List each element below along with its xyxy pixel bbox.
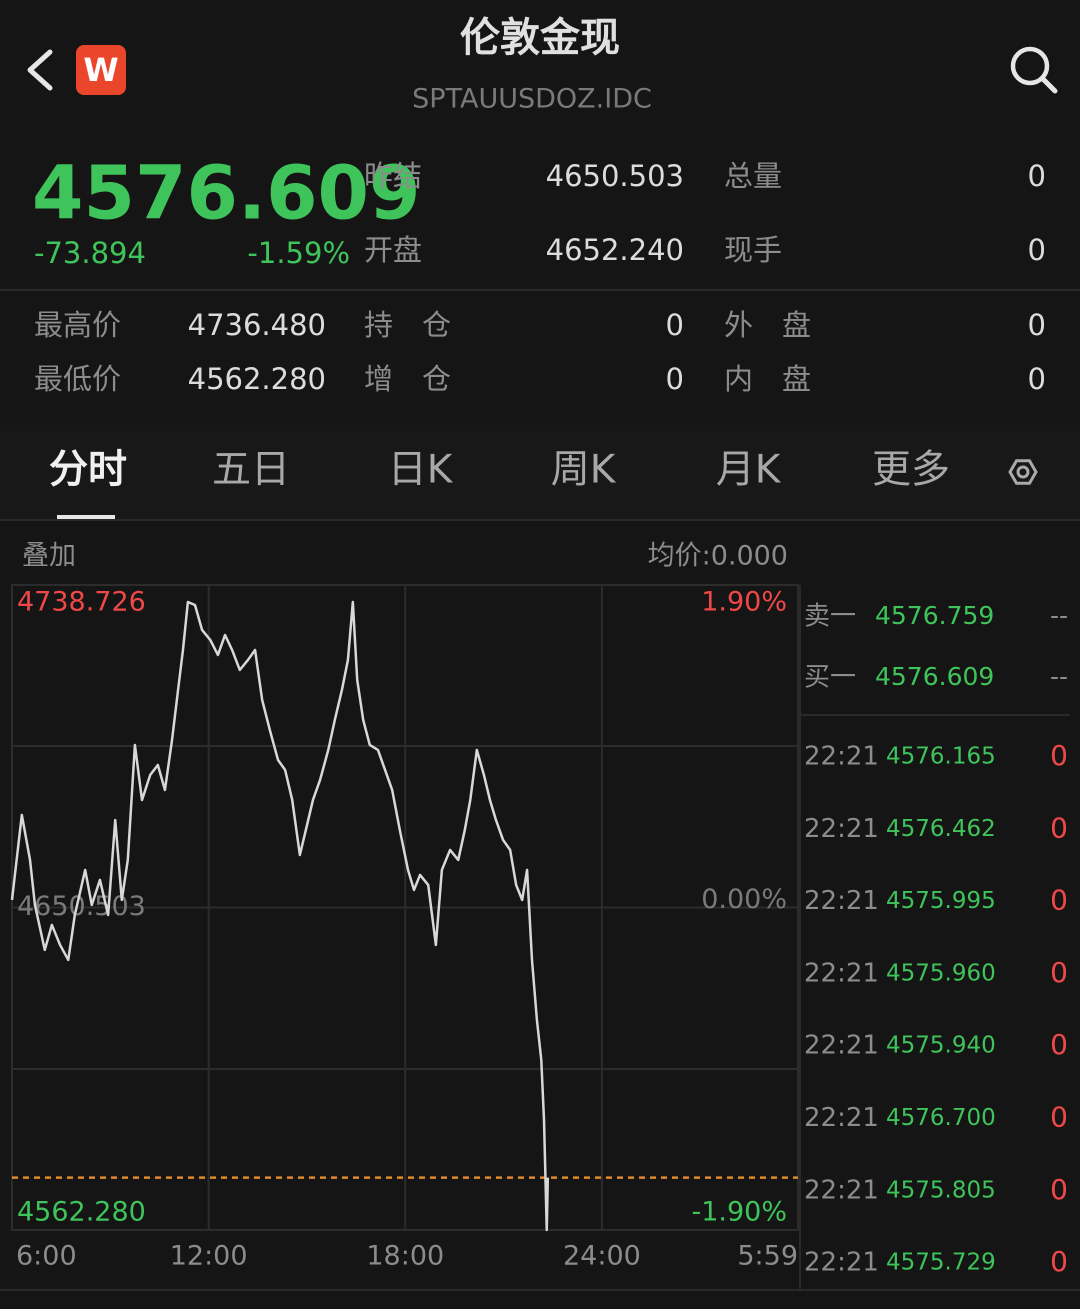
trade-volume: 0 [1050,739,1068,772]
trade-time: 22:21 [804,742,879,772]
trade-price: 4576.165 [886,744,996,770]
badge [76,45,126,95]
x-tick-label: 18:00 [366,1241,444,1272]
trade-price: 4575.729 [886,1250,996,1276]
detail-label: 内 盘 [724,362,811,396]
search-button[interactable] [1010,46,1058,94]
y-tick-label: 4562.280 [17,1197,146,1228]
tab[interactable]: 周K [551,448,617,493]
tab[interactable]: 分时 [49,448,127,493]
tab[interactable]: 五日 [212,448,290,493]
tab-bar-bg [0,425,1080,520]
stat-value: 4650.503 [546,159,684,193]
search-icon [1010,46,1050,86]
title: 伦敦金现 [460,15,620,61]
trade-time: 22:21 [804,1248,879,1278]
quote-label: 卖一 [804,602,856,632]
trade-price: 4576.462 [886,816,996,842]
settings-icon [1016,465,1030,479]
detail-value: 4562.280 [188,362,326,396]
y2-tick-label: 0.00% [701,884,787,915]
stat-value: 0 [1028,233,1046,267]
x-tick-label: 24:00 [563,1241,641,1272]
detail-value: 0 [666,308,684,342]
trade-volume: 0 [1050,1245,1068,1278]
stat-label: 昨结 [364,159,422,193]
trade-time: 22:21 [804,1031,879,1061]
trade-time: 22:21 [804,814,879,844]
trade-price: 4575.960 [886,960,996,986]
trade-volume: 0 [1050,1028,1068,1061]
stat-label: 开盘 [364,233,422,267]
badge-text: W [83,51,118,89]
tab[interactable]: 日K [388,448,454,493]
change: -73.894 [34,236,146,270]
trade-time: 22:21 [804,886,879,916]
trade-price: 4576.700 [886,1105,996,1131]
quote-volume: -- [1050,662,1068,691]
stat-value: 4652.240 [546,233,684,267]
stat-label: 现手 [724,233,782,267]
detail-label: 持 仓 [364,308,451,342]
last-price: 4576.609 [32,151,421,237]
trade-volume: 0 [1050,1173,1068,1206]
detail-value: 4736.480 [188,308,326,342]
detail-label: 最低价 [34,362,121,396]
trade-time: 22:21 [804,1175,879,1205]
y-tick-label: 4738.726 [17,587,146,618]
trade-volume: 0 [1050,811,1068,844]
stat-label: 总量 [724,159,782,193]
detail-value: 0 [1028,362,1046,396]
trade-volume: 0 [1050,884,1068,917]
tab-underline [57,515,115,519]
x-tick-label: 5:59 [737,1241,798,1272]
stat-value: 0 [1028,159,1046,193]
quote-label: 买一 [804,663,856,693]
quote-price: 4576.759 [875,601,994,630]
trade-volume: 0 [1050,956,1068,989]
trade-volume: 0 [1050,1101,1068,1134]
detail-label: 外 盘 [724,308,811,342]
price-line-series [10,600,550,1232]
detail-value: 0 [1028,308,1046,342]
settings-button[interactable] [1008,459,1038,485]
change-pct: -1.59% [247,236,350,270]
tab[interactable]: 更多 [872,448,950,493]
x-tick-label: 6:00 [16,1241,77,1272]
avg-price: 均价:0.000 [648,541,788,572]
trade-time: 22:21 [804,1103,879,1133]
detail-label: 增 仓 [364,362,451,396]
quote-price: 4576.609 [875,662,994,691]
trade-price: 4575.995 [886,888,996,914]
trade-time: 22:21 [804,958,879,988]
detail-value: 0 [666,362,684,396]
detail-label: 最高价 [34,308,121,342]
overlay-button[interactable]: 叠加 [22,541,76,572]
search-icon [1040,76,1058,94]
trade-price: 4575.805 [886,1177,996,1203]
y2-tick-label: -1.90% [691,1197,787,1228]
tab[interactable]: 月K [716,448,782,493]
back-button[interactable] [27,49,53,91]
subtitle: SPTAUUSDOZ.IDC [412,84,652,115]
trade-price: 4575.940 [886,1033,996,1059]
quote-volume: -- [1050,601,1068,630]
y2-tick-label: 1.90% [701,587,787,618]
x-tick-label: 12:00 [170,1241,248,1272]
